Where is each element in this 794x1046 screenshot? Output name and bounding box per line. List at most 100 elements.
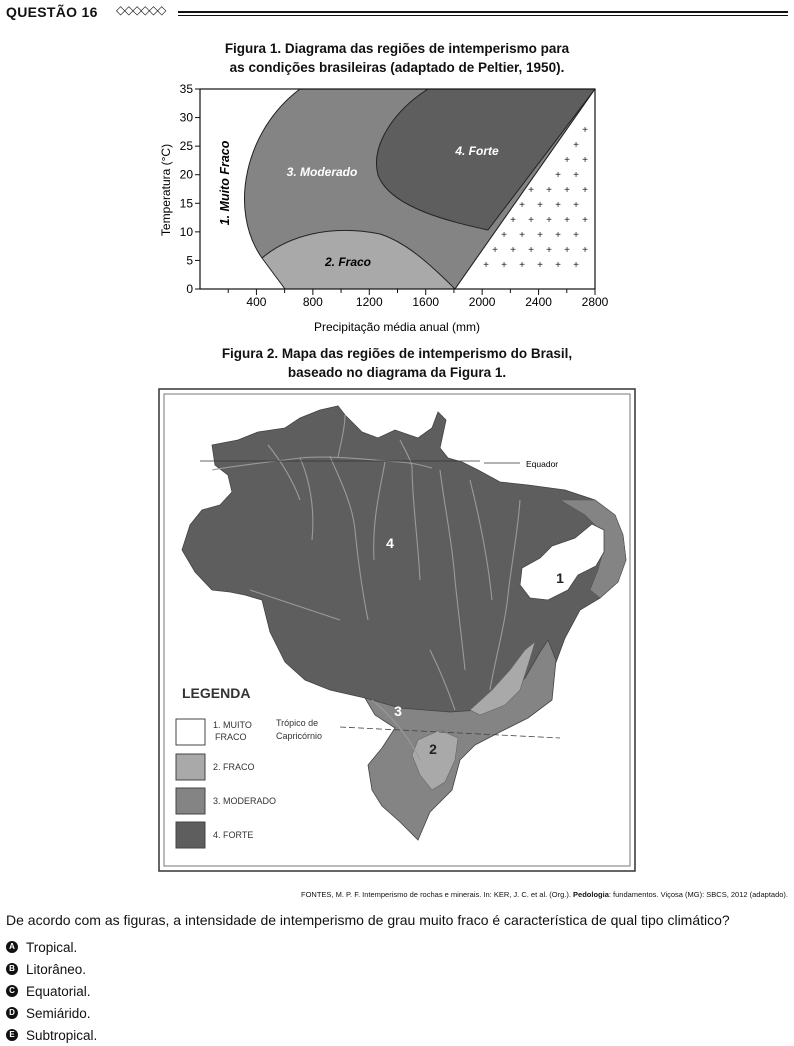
option-d[interactable]: D Semiárido.: [6, 1002, 97, 1024]
option-letter-b: B: [6, 963, 18, 975]
tropic-label-2: Capricórnio: [276, 731, 322, 741]
legend-swatch-muito-fraco: [175, 718, 206, 746]
region-label-forte: 4. Forte: [454, 144, 499, 158]
source-prefix: FONTES, M. P. F. Intemperismo de rochas …: [301, 890, 574, 899]
x-tick-label: 400: [246, 295, 266, 309]
region-label-fraco: 2. Fraco: [324, 255, 371, 269]
y-tick-label: 0: [186, 282, 193, 296]
plus-mark: +: [546, 215, 552, 226]
equator-label: Equador: [526, 459, 558, 469]
map-region-fraco: [411, 641, 536, 791]
diamond-ornament: ◇◇◇◇◇◇: [116, 3, 166, 17]
plus-mark: +: [537, 230, 543, 241]
option-text-a: Tropical.: [26, 939, 78, 955]
map-number-1: 1: [556, 570, 564, 586]
rivers: [211, 414, 521, 761]
y-tick-label: 5: [186, 253, 193, 267]
x-tick-label: 2800: [582, 295, 609, 309]
y-tick-label: 35: [180, 84, 194, 96]
legend-swatch-fraco: [175, 753, 206, 781]
plus-mark: +: [483, 260, 489, 271]
legend-label-muito-fraco-2: FRACO: [215, 732, 247, 742]
y-axis-label: Temperatura (°C): [159, 144, 173, 236]
option-letter-c: C: [6, 985, 18, 997]
plus-mark: +: [582, 245, 588, 256]
option-a[interactable]: A Tropical.: [6, 936, 97, 958]
legend-label-fraco: 2. FRACO: [213, 762, 255, 772]
header-rule: [178, 11, 788, 13]
answer-options: A Tropical. B Litorâneo. C Equatorial. D Sem…: [6, 936, 97, 1046]
figure1-title-line1: Figura 1. Diagrama das regiões de intemp…: [224, 41, 570, 56]
plus-mark: +: [501, 230, 507, 241]
plus-mark: +: [510, 245, 516, 256]
map-number-3: 3: [394, 703, 402, 719]
option-e[interactable]: E Subtropical.: [6, 1024, 97, 1046]
option-b[interactable]: B Litorâneo.: [6, 958, 97, 980]
plus-mark: +: [564, 215, 570, 226]
x-tick-label: 800: [303, 295, 323, 309]
option-letter-a: A: [6, 941, 18, 953]
legend-swatch-moderado: [175, 787, 206, 815]
plus-mark: +: [582, 125, 588, 136]
map-region-muito-fraco: [519, 523, 605, 601]
brazil-weathering-map: Equador Trópico de Capricórnio 4 1 3 2 L…: [158, 388, 636, 872]
option-text-e: Subtropical.: [26, 1027, 98, 1043]
header-rule-thin: [178, 15, 788, 16]
option-text-c: Equatorial.: [26, 983, 91, 999]
x-tick-label: 1600: [412, 295, 439, 309]
tropic-label-1: Trópico de: [276, 718, 318, 728]
question-text: De acordo com as figuras, a intensidade …: [6, 912, 730, 928]
plus-mark: +: [510, 215, 516, 226]
plus-mark: +: [573, 230, 579, 241]
source-citation: FONTES, M. P. F. Intemperismo de rochas …: [301, 890, 788, 899]
plus-mark: +: [501, 260, 507, 271]
option-letter-e: E: [6, 1029, 18, 1041]
region-forte: [376, 89, 595, 231]
region-label-moderado: 3. Moderado: [287, 165, 358, 179]
y-tick-label: 10: [180, 225, 194, 239]
plus-mark: +: [519, 230, 525, 241]
y-tick-label: 30: [180, 111, 194, 125]
plus-mark: +: [582, 185, 588, 196]
map-number-4: 4: [386, 535, 394, 551]
option-text-d: Semiárido.: [26, 1005, 91, 1021]
plus-mark: +: [492, 245, 498, 256]
region-fraco: [261, 229, 456, 289]
map-number-2: 2: [429, 741, 437, 757]
y-tick-label: 15: [180, 196, 194, 210]
figure1-title: Figura 1. Diagrama das regiões de intemp…: [0, 39, 794, 77]
hatch-plus-marks: +++ ++ ++ + + ++ + + ++ + + + ++ + + + ++ + + + + ++ + + + + +: [483, 125, 588, 271]
plus-mark: +: [519, 260, 525, 271]
option-text-b: Litorâneo.: [26, 961, 87, 977]
legend-swatch-forte: [175, 821, 206, 849]
question-number: QUESTÃO 16: [6, 4, 98, 20]
plus-mark: +: [546, 245, 552, 256]
plus-mark: +: [546, 185, 552, 196]
figure2-title: Figura 2. Mapa das regiões de intemperis…: [0, 344, 794, 382]
plus-mark: +: [555, 230, 561, 241]
plus-mark: +: [537, 200, 543, 211]
plus-mark: +: [519, 200, 525, 211]
legend-label-moderado: 3. MODERADO: [213, 796, 276, 806]
plus-mark: +: [564, 245, 570, 256]
x-axis-label: Precipitação média anual (mm): [314, 320, 480, 334]
plus-mark: +: [573, 170, 579, 181]
option-c[interactable]: C Equatorial.: [6, 980, 97, 1002]
legend-label-forte: 4. FORTE: [213, 830, 253, 840]
region-dry-white: [454, 89, 595, 289]
legend-label-muito-fraco-1: 1. MUITO: [213, 720, 252, 730]
plus-mark: +: [528, 215, 534, 226]
plus-mark: +: [573, 260, 579, 271]
plus-mark: +: [528, 185, 534, 196]
option-letter-d: D: [6, 1007, 18, 1019]
y-tick-label: 20: [180, 168, 194, 182]
figure1-title-line2: as condições brasileiras (adaptado de Pe…: [229, 60, 565, 75]
tropic-line: [339, 726, 561, 739]
map-legend: LEGENDA 1. MUITO FRACO 2. FRACO 3. MODER…: [175, 685, 276, 849]
x-tick-label: 2400: [525, 295, 552, 309]
y-tick-label: 25: [180, 139, 194, 153]
plus-mark: +: [564, 185, 570, 196]
plus-mark: +: [555, 260, 561, 271]
question-header: QUESTÃO 16 ◇◇◇◇◇◇: [6, 3, 788, 24]
plus-mark: +: [555, 200, 561, 211]
